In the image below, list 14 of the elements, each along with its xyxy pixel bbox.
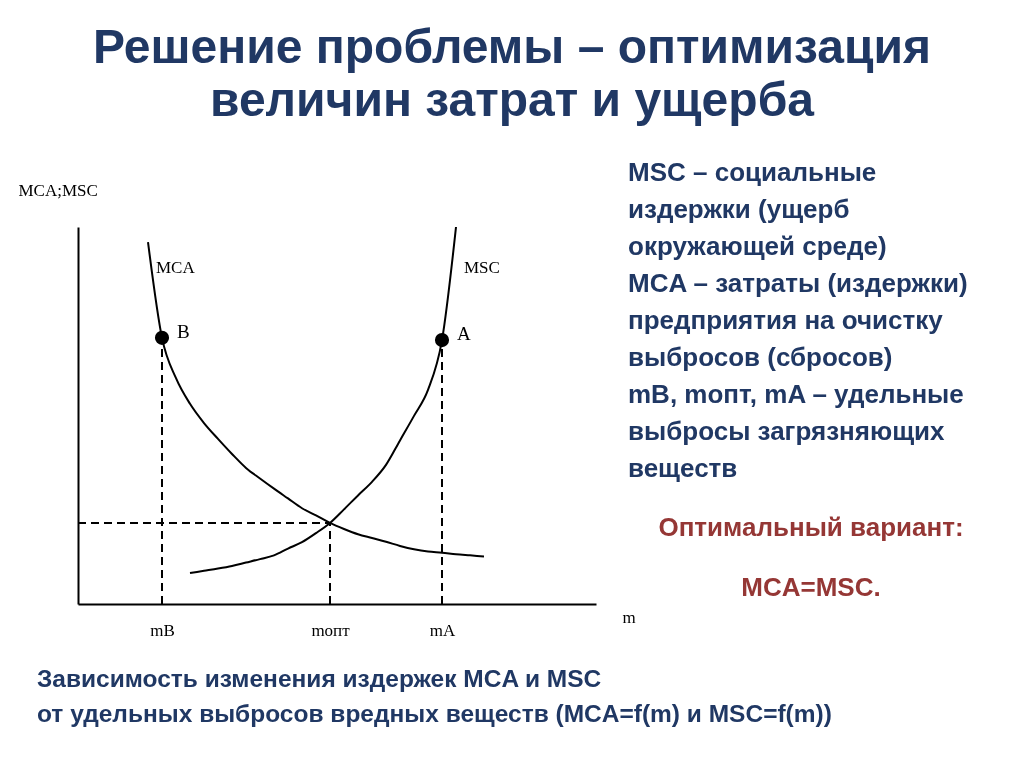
- annotation: A: [457, 323, 471, 345]
- text: Оптимальный вариант:: [658, 512, 964, 542]
- annotation: B: [177, 320, 190, 342]
- text: MCA=MSC.: [741, 572, 881, 602]
- x-tick-label: mB: [150, 620, 175, 640]
- text: Зависимость изменения издержек MCA и MSC от удельных выбросов вредных веществ (MCA=f(m) и MSC=f(m)): [37, 665, 832, 727]
- series-label: MSC: [464, 258, 500, 277]
- y-axis-title: MCA;MSC: [18, 180, 98, 200]
- text: MSC – социальные издержки (ущерб окружающей среде) MCA – затраты (издержки) предприятия на очистку выбросов (сбросов) mB, mопт, mA – удельные выбросы загрязняющих веществ: [628, 157, 968, 483]
- chart-title: Решение проблемы – оптимизация величин затрат и ущерба: [93, 20, 931, 126]
- x-tick-label: mA: [429, 620, 456, 640]
- x-axis-title: m: [622, 607, 636, 627]
- x-tick-label: mопт: [311, 620, 351, 640]
- series-label: MCA: [156, 258, 196, 277]
